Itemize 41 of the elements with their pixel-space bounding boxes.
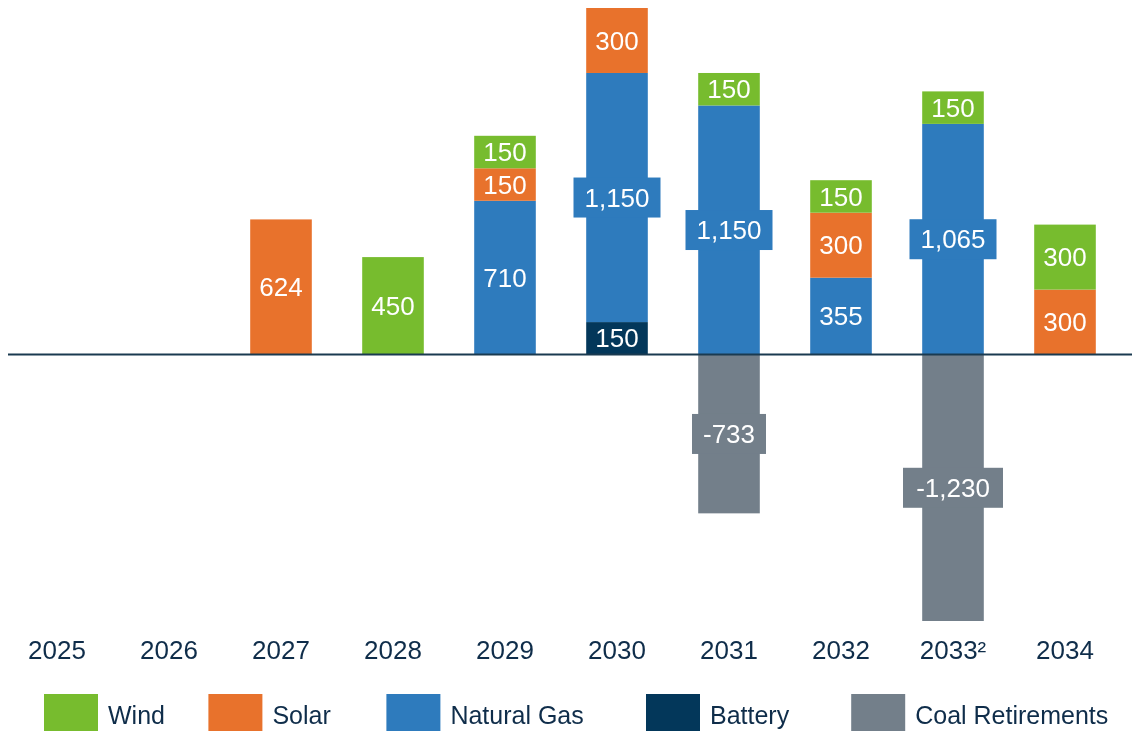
data-label: 300 bbox=[819, 230, 863, 261]
legend-label: Solar bbox=[272, 700, 331, 729]
bar bbox=[250, 219, 312, 355]
bar bbox=[474, 200, 536, 355]
data-label: 450 bbox=[371, 290, 415, 321]
data-label: 150 bbox=[819, 181, 863, 212]
data-label: -733 bbox=[702, 419, 756, 450]
legend-label: Natural Gas bbox=[450, 700, 584, 729]
bar bbox=[810, 277, 872, 355]
bar bbox=[810, 212, 872, 278]
legend-label: Wind bbox=[108, 700, 165, 729]
data-label: 300 bbox=[595, 25, 639, 56]
data-label: 624 bbox=[259, 272, 303, 303]
x-tick-label: 2029 bbox=[476, 635, 534, 666]
bar bbox=[1034, 224, 1096, 290]
data-label: 150 bbox=[707, 74, 751, 105]
data-label: 1,150 bbox=[696, 215, 762, 246]
legend-label: Battery bbox=[710, 700, 790, 729]
data-label: 150 bbox=[483, 137, 527, 168]
data-label: 300 bbox=[1043, 242, 1087, 273]
bar bbox=[586, 8, 648, 73]
data-label: 150 bbox=[931, 92, 975, 123]
x-tick-label: 2031 bbox=[700, 635, 758, 666]
data-label: 150 bbox=[483, 169, 527, 200]
x-tick-label: 2030 bbox=[588, 635, 646, 666]
x-tick-label: 2033² bbox=[919, 635, 987, 666]
data-label: 710 bbox=[483, 262, 527, 293]
legend-label: Coal Retirements bbox=[915, 700, 1109, 729]
data-label: 300 bbox=[1043, 307, 1087, 338]
x-tick-label: 2034 bbox=[1036, 635, 1094, 666]
data-label: 355 bbox=[819, 301, 863, 332]
x-tick-label: 2032 bbox=[812, 635, 870, 666]
x-tick-label: 2026 bbox=[140, 635, 198, 666]
data-label: -1,230 bbox=[916, 472, 990, 503]
data-label: 1,150 bbox=[584, 182, 650, 213]
x-tick-label: 2027 bbox=[252, 635, 310, 666]
x-tick-label: 2028 bbox=[364, 635, 422, 666]
x-tick-label: 2025 bbox=[28, 635, 86, 666]
bar bbox=[362, 257, 424, 355]
data-label: 1,065 bbox=[920, 224, 986, 255]
data-label: 150 bbox=[595, 323, 639, 354]
